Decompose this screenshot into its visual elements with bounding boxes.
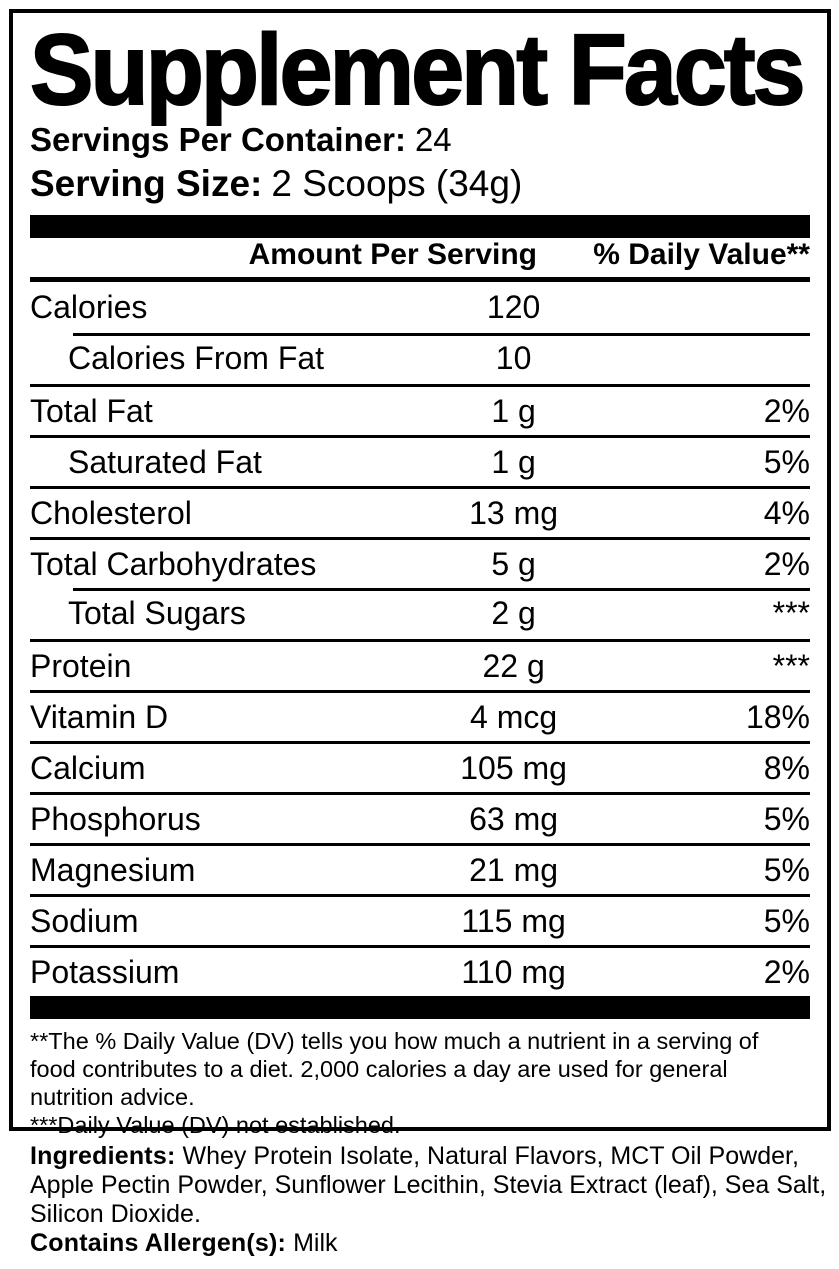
nutrient-amount: 22 g <box>482 647 545 684</box>
nutrient-amount: 63 mg <box>469 800 559 837</box>
nutrient-amount: 115 mg <box>461 902 566 939</box>
nutrient-name: Cholesterol <box>30 494 192 531</box>
nutrient-amount: 105 mg <box>460 749 567 786</box>
nutrient-row-potassium: Potassium 110 mg 2% <box>30 945 810 996</box>
nutrient-dv: 18% <box>745 698 810 735</box>
ingredients-section: Ingredients: Whey Protein Isolate, Natura… <box>9 1142 831 1258</box>
nutrient-amount: 13 mg <box>469 494 559 531</box>
allergen-label: Contains Allergen(s): <box>30 1229 287 1257</box>
serving-size-line: Serving Size: 2 Scoops (34g) <box>30 161 810 207</box>
nutrient-name: Total Carbohydrates <box>30 545 317 582</box>
nutrient-name: Vitamin D <box>30 698 169 735</box>
supplement-facts-panel: Supplement Facts Servings Per Container:… <box>9 9 831 1138</box>
ingredients-label: Ingredients: <box>30 1142 176 1170</box>
nutrient-row-total-sugars: Total Sugars 2 g *** <box>30 588 810 639</box>
divider-bar-top <box>30 215 810 238</box>
nutrient-amount: 2 g <box>491 595 536 631</box>
nutrient-dv: *** <box>772 647 810 684</box>
nutrient-dv: 5% <box>763 800 810 837</box>
nutrient-name: Calories <box>30 289 148 325</box>
panel-title: Supplement Facts <box>29 14 806 126</box>
nutrient-name: Calories From Fat <box>68 340 325 376</box>
nutrient-name: Total Fat <box>30 392 153 429</box>
nutrient-row-total-carbohydrates: Total Carbohydrates 5 g 2% <box>30 537 810 588</box>
nutrient-row-saturated-fat: Saturated Fat 1 g 5% <box>30 435 810 486</box>
ingredients-value: Whey Protein Isolate, Natural Flavors, M… <box>30 1142 827 1228</box>
allergen-value: Milk <box>293 1229 338 1257</box>
nutrient-row-vitamin-d: Vitamin D 4 mcg 18% <box>30 690 810 741</box>
nutrient-dv: 4% <box>763 494 810 531</box>
nutrient-dv: 2% <box>763 953 810 990</box>
nutrient-row-sodium: Sodium 115 mg 5% <box>30 894 810 945</box>
nutrient-amount: 110 mg <box>461 953 566 990</box>
nutrient-dv: 5% <box>763 443 810 480</box>
divider-bar-bottom <box>30 996 810 1019</box>
nutrient-amount: 120 <box>486 289 541 325</box>
ingredients-line: Ingredients: Whey Protein Isolate, Natura… <box>30 1142 831 1229</box>
nutrient-dv: 5% <box>763 851 810 888</box>
nutrient-amount: 1 g <box>491 443 536 480</box>
nutrient-row-magnesium: Magnesium 21 mg 5% <box>30 843 810 894</box>
serving-size-label: Serving Size: <box>30 163 263 204</box>
nutrient-dv: 2% <box>763 392 810 429</box>
nutrient-name: Sodium <box>30 902 139 939</box>
footnotes: **The % Daily Value (DV) tells you how m… <box>30 1019 810 1139</box>
nutrient-amount: 10 <box>495 340 532 376</box>
nutrient-name: Phosphorus <box>30 800 201 837</box>
nutrient-amount: 4 mcg <box>470 698 558 735</box>
nutrient-amount: 5 g <box>491 545 536 582</box>
daily-value-footnote: **The % Daily Value (DV) tells you how m… <box>30 1028 759 1110</box>
nutrient-dv: 2% <box>763 545 810 582</box>
servings-per-container-line: Servings Per Container: 24 <box>30 119 810 161</box>
nutrient-dv: 5% <box>763 902 810 939</box>
nutrient-dv: *** <box>772 595 810 631</box>
nutrient-amount: 21 mg <box>469 851 559 888</box>
table-header-row: Amount Per Serving % Daily Value** <box>30 238 810 282</box>
nutrient-row-calories: Calories 120 <box>30 282 810 333</box>
nutrient-name: Potassium <box>30 953 180 990</box>
nutrient-name: Calcium <box>30 749 146 786</box>
nutrient-row-cholesterol: Cholesterol 13 mg 4% <box>30 486 810 537</box>
nutrient-name: Protein <box>30 647 132 684</box>
nutrient-name: Magnesium <box>30 851 196 888</box>
nutrient-name: Total Sugars <box>68 595 246 631</box>
amount-per-serving-header: Amount Per Serving <box>248 238 537 271</box>
not-established-footnote: ***Daily Value (DV) not established. <box>30 1112 401 1138</box>
servings-per-container-label: Servings Per Container: <box>30 121 406 158</box>
servings-per-container-value: 24 <box>414 121 452 158</box>
nutrient-row-calcium: Calcium 105 mg 8% <box>30 741 810 792</box>
nutrient-dv: 8% <box>763 749 810 786</box>
serving-size-value: 2 Scoops (34g) <box>271 163 523 204</box>
nutrient-row-calories-from-fat: Calories From Fat 10 <box>30 333 810 384</box>
nutrient-row-total-fat: Total Fat 1 g 2% <box>30 384 810 435</box>
nutrient-amount: 1 g <box>491 392 536 429</box>
nutrient-row-protein: Protein 22 g *** <box>30 639 810 690</box>
daily-value-header: % Daily Value** <box>593 238 810 271</box>
allergen-line: Contains Allergen(s): Milk <box>30 1229 831 1258</box>
nutrient-name: Saturated Fat <box>68 443 262 480</box>
nutrient-row-phosphorus: Phosphorus 63 mg 5% <box>30 792 810 843</box>
